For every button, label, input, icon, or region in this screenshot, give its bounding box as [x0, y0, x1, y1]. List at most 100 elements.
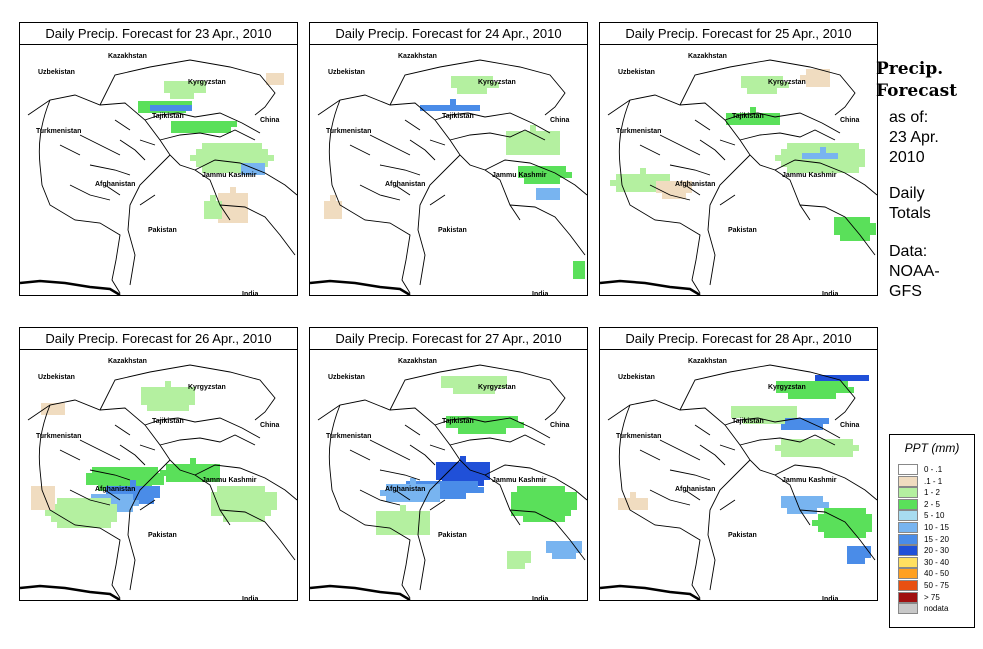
precip-cell — [817, 167, 823, 173]
precip-cell — [86, 473, 92, 479]
precip-cell — [63, 522, 69, 528]
precip-cell — [171, 393, 177, 399]
precip-cell — [235, 504, 241, 510]
precip-cell — [818, 75, 824, 81]
precip-cell — [219, 127, 225, 133]
precip-cell — [805, 149, 811, 155]
precip-cell — [121, 500, 127, 506]
precip-cell — [559, 486, 565, 492]
precip-cell — [178, 470, 184, 476]
border-line — [639, 139, 736, 206]
precip-cell — [548, 131, 554, 137]
precip-cell — [830, 520, 836, 526]
precip-cell — [536, 178, 542, 184]
precip-cell — [829, 161, 835, 167]
precip-cell — [250, 155, 256, 161]
precip-cell — [571, 498, 577, 504]
precip-cell — [474, 105, 480, 111]
precip-cell — [477, 388, 483, 394]
border-line — [194, 464, 297, 501]
precip-cell — [860, 508, 866, 514]
precip-cell — [799, 161, 805, 167]
precip-cell — [31, 486, 37, 492]
precip-cell — [141, 387, 147, 393]
precip-cell — [463, 88, 469, 94]
precip-cell — [220, 155, 226, 161]
precip-cell — [800, 387, 806, 393]
precip-cell — [761, 412, 767, 418]
precip-cell — [116, 467, 122, 473]
precip-cell — [863, 375, 869, 381]
precip-cell — [823, 439, 829, 445]
precip-cell — [775, 155, 781, 161]
precip-cell — [470, 422, 476, 428]
precip-cell — [230, 217, 236, 223]
precip-cell — [268, 155, 274, 161]
precip-cell — [773, 406, 779, 412]
precip-cell — [782, 387, 788, 393]
precip-cell — [469, 76, 475, 82]
precip-cell — [208, 476, 214, 482]
precip-cell — [253, 486, 259, 492]
precip-cell — [394, 511, 400, 517]
precip-cell — [174, 101, 180, 107]
precip-cell — [628, 174, 634, 180]
map-label-kyrgyzstan: Kyrgyzstan — [188, 79, 226, 86]
precip-cell — [416, 490, 422, 496]
precip-cell — [495, 376, 501, 382]
precip-cell — [394, 523, 400, 529]
precip-cell — [122, 467, 128, 473]
legend-swatch — [898, 603, 918, 615]
precip-cell — [388, 517, 394, 523]
precip-cell — [560, 166, 566, 172]
precip-cell — [517, 504, 523, 510]
precip-cell — [517, 498, 523, 504]
precip-cell — [223, 486, 229, 492]
precip-cell — [794, 387, 800, 393]
precip-cell — [506, 422, 512, 428]
precip-cell — [475, 82, 481, 88]
precip-cell — [777, 76, 783, 82]
precip-cell — [130, 486, 136, 492]
precip-cell — [99, 510, 105, 516]
precip-cell — [195, 127, 201, 133]
precip-cell — [513, 551, 519, 557]
precip-cell — [400, 517, 406, 523]
precip-cell — [793, 445, 799, 451]
precip-cell — [247, 510, 253, 516]
precip-cell — [554, 143, 560, 149]
precip-cell — [127, 500, 133, 506]
precip-cell — [189, 393, 195, 399]
precip-cell — [226, 161, 232, 167]
precip-cell — [133, 500, 139, 506]
precip-cell — [824, 514, 830, 520]
precip-cell — [220, 167, 226, 173]
map-label-india: India — [822, 596, 839, 600]
precip-cell — [530, 137, 536, 143]
panel-title: Daily Precip. Forecast for 23 Apr., 2010 — [20, 23, 297, 45]
precip-cell — [482, 416, 488, 422]
precip-cell — [781, 502, 787, 508]
precip-cell — [793, 418, 799, 424]
map-label-tajikistan: Tajikistan — [152, 418, 184, 425]
precip-cell — [180, 101, 186, 107]
precip-cell — [87, 522, 93, 528]
precip-cell — [799, 502, 805, 508]
precip-cell — [464, 422, 470, 428]
border-line — [59, 139, 156, 206]
panel-title: Daily Precip. Forecast for 27 Apr., 2010 — [310, 328, 587, 350]
precip-cell — [110, 473, 116, 479]
precip-cell — [31, 498, 37, 504]
precip-cell — [253, 163, 259, 169]
map-label-afghanistan: Afghanistan — [385, 486, 426, 493]
precip-cell — [842, 514, 848, 520]
precip-cell — [448, 462, 454, 468]
precip-cell — [565, 504, 571, 510]
border-line — [774, 464, 877, 501]
precip-cell — [444, 105, 450, 111]
border-line — [59, 444, 156, 511]
precip-cell — [442, 481, 448, 487]
precip-cell — [176, 93, 182, 99]
precip-cell — [436, 474, 442, 480]
precip-cell — [847, 445, 853, 451]
